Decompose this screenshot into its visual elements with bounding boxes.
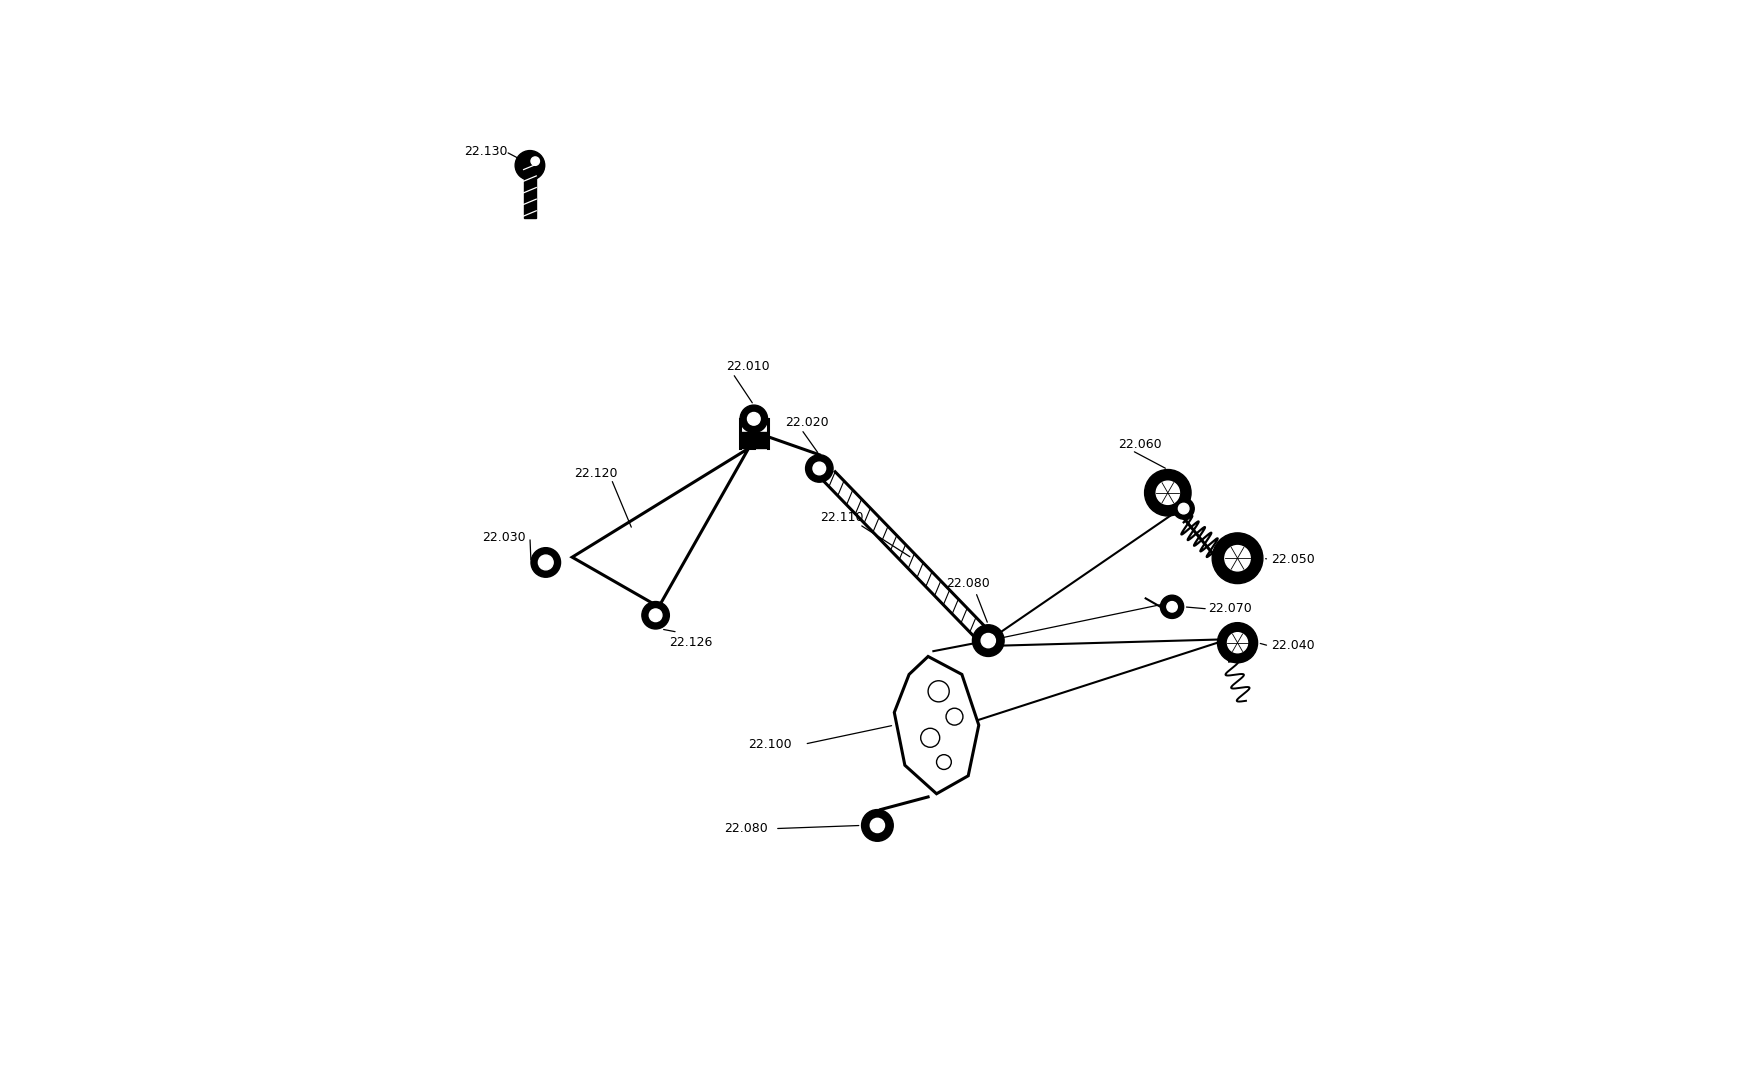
Circle shape [805,455,833,483]
Circle shape [642,601,670,629]
Circle shape [1226,632,1247,653]
Circle shape [972,625,1003,657]
Text: 22.070: 22.070 [1207,602,1250,615]
Bar [523,166,536,218]
Text: 22.010: 22.010 [725,361,770,373]
Circle shape [1144,470,1191,516]
Text: 22.080: 22.080 [946,577,989,590]
Text: 22.080: 22.080 [723,822,767,835]
Circle shape [1177,503,1188,514]
Text: 22.100: 22.100 [748,737,791,751]
Circle shape [748,413,760,425]
Text: 22.110: 22.110 [819,511,863,524]
Polygon shape [894,657,979,794]
Circle shape [739,406,767,432]
Circle shape [870,819,883,832]
Text: 22.040: 22.040 [1271,640,1315,653]
Circle shape [1224,546,1250,571]
Circle shape [927,681,949,702]
Circle shape [936,754,951,769]
Circle shape [861,810,892,841]
Text: 22.050: 22.050 [1271,553,1315,566]
Text: 22.060: 22.060 [1118,438,1162,450]
Circle shape [1167,601,1177,612]
Circle shape [946,708,962,725]
Circle shape [1160,595,1183,618]
Circle shape [920,729,939,747]
Circle shape [530,548,560,577]
Text: 22.030: 22.030 [482,531,525,544]
Text: 22.020: 22.020 [784,416,830,429]
Circle shape [530,157,539,166]
Circle shape [537,555,553,570]
Circle shape [1155,482,1179,504]
Circle shape [1172,498,1193,519]
Text: 22.130: 22.130 [464,146,508,158]
Circle shape [812,462,826,475]
Circle shape [649,609,661,622]
Text: 22.120: 22.120 [574,468,617,480]
Circle shape [981,633,995,647]
Circle shape [1217,623,1257,662]
Bar [739,432,767,448]
Circle shape [1212,533,1263,583]
Text: 22.126: 22.126 [670,637,713,649]
Circle shape [515,151,544,180]
